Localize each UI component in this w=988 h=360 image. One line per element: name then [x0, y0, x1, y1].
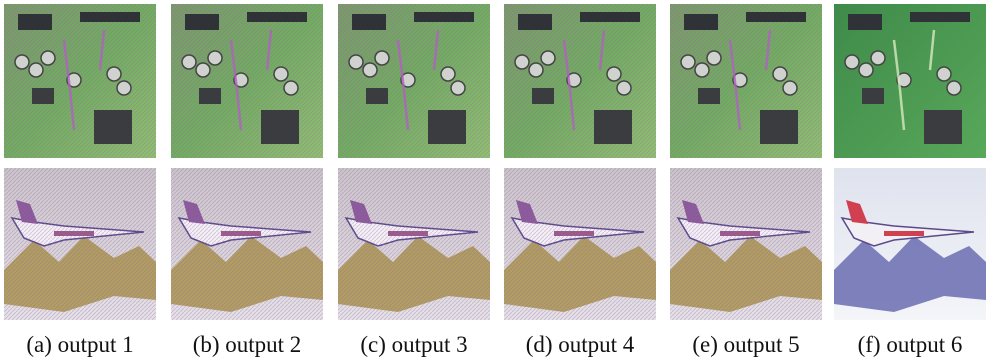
capacitor	[541, 51, 555, 65]
caption: (a) output 1	[26, 332, 133, 357]
chip	[352, 14, 386, 30]
capacitor	[529, 63, 543, 77]
chip	[746, 12, 806, 22]
circuit-image	[4, 4, 156, 158]
capacitor	[375, 51, 389, 65]
circuit-image	[504, 4, 656, 158]
capacitor	[947, 81, 961, 95]
noise	[504, 168, 656, 320]
caption: (b) output 2	[193, 332, 302, 357]
chip	[94, 110, 132, 144]
chip	[414, 12, 474, 22]
capacitor	[196, 63, 210, 77]
chip	[199, 88, 221, 104]
capacitor	[208, 51, 222, 65]
capacitor	[29, 63, 43, 77]
capacitor	[363, 63, 377, 77]
circuit-image	[171, 4, 323, 158]
chip	[698, 88, 720, 104]
chip	[924, 110, 962, 144]
caption: (e) output 5	[692, 332, 799, 357]
chip	[532, 88, 554, 104]
chip	[910, 12, 970, 22]
caption: (f) output 6	[858, 332, 963, 357]
circuit-image	[670, 4, 822, 158]
jet-image	[670, 168, 822, 320]
capacitor	[617, 81, 631, 95]
capacitor	[783, 81, 797, 95]
chip	[261, 110, 299, 144]
figure: (a) output 1 (b) output 2 (c) output 3 (d) …	[0, 0, 988, 360]
chip	[428, 110, 466, 144]
capacitor	[871, 51, 885, 65]
chip	[518, 14, 552, 30]
capacitor	[117, 81, 131, 95]
jet-image	[834, 168, 986, 320]
capacitor	[681, 55, 695, 69]
chip	[580, 12, 640, 22]
capacitor	[937, 67, 951, 81]
capacitor	[859, 63, 873, 77]
noise	[4, 168, 156, 320]
chip	[684, 14, 718, 30]
capacitor	[707, 51, 721, 65]
capacitor	[284, 81, 298, 95]
jet-stripe	[884, 231, 924, 236]
chip	[18, 14, 52, 30]
caption: (d) output 4	[526, 332, 635, 357]
chip	[247, 12, 307, 22]
chip	[848, 14, 882, 30]
capacitor	[773, 67, 787, 81]
chip	[760, 110, 798, 144]
capacitor	[441, 67, 455, 81]
capacitor	[107, 67, 121, 81]
jet-image	[504, 168, 656, 320]
chip	[594, 110, 632, 144]
chip	[32, 88, 54, 104]
chip	[185, 14, 219, 30]
jet-image	[171, 168, 323, 320]
jet-image	[4, 168, 156, 320]
capacitor	[845, 55, 859, 69]
circuit-image	[338, 4, 490, 158]
chip	[366, 88, 388, 104]
capacitor	[451, 81, 465, 95]
capacitor	[15, 55, 29, 69]
capacitor	[182, 55, 196, 69]
page: {"figure": {"panels": [ {"caption": "(a)…	[0, 0, 988, 360]
chip	[80, 12, 140, 22]
jet-image	[338, 168, 490, 320]
circuit-image	[834, 4, 986, 158]
capacitor	[695, 63, 709, 77]
noise	[171, 168, 323, 320]
capacitor	[274, 67, 288, 81]
capacitor	[515, 55, 529, 69]
capacitor	[41, 51, 55, 65]
capacitor	[349, 55, 363, 69]
capacitor	[607, 67, 621, 81]
noise	[670, 168, 822, 320]
noise	[338, 168, 490, 320]
chip	[862, 88, 884, 104]
caption: (c) output 3	[360, 332, 467, 357]
